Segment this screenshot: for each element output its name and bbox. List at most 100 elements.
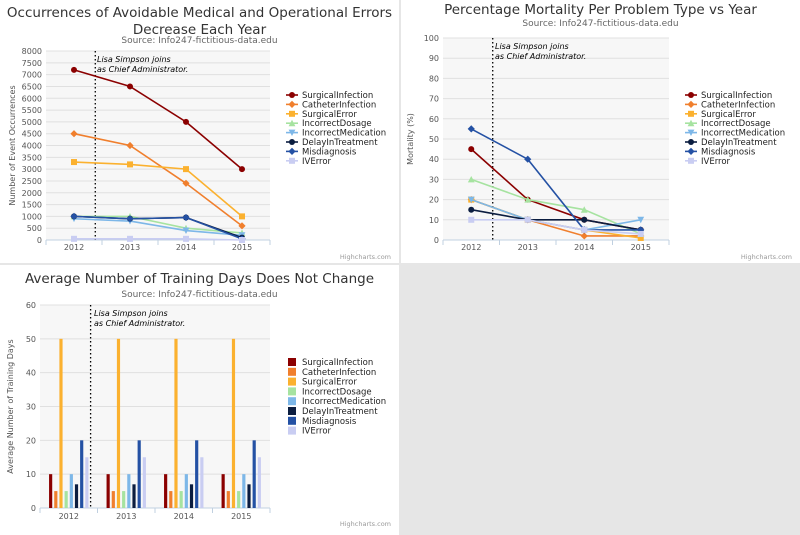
data-point — [183, 166, 189, 173]
bar — [237, 491, 241, 508]
y-tick-label: 3000 — [22, 165, 42, 174]
legend-label: SurgicalInfection — [302, 91, 373, 101]
chart-title: Occurrences of Avoidable Medical and Ope… — [7, 5, 392, 21]
bar — [184, 474, 188, 508]
legend-item: IncorrectDosage — [685, 119, 771, 129]
bar — [59, 338, 63, 508]
data-point — [580, 206, 588, 213]
y-tick-label: 60 — [429, 115, 439, 124]
legend-label: IVError — [302, 157, 332, 167]
legend-item: IVError — [685, 157, 731, 167]
credits-text: Highcharts.com — [741, 253, 792, 261]
data-point — [581, 226, 588, 233]
x-tick-label: 2012 — [59, 512, 79, 521]
legend-label: CatheterInfection — [302, 368, 376, 378]
series-line — [73, 161, 243, 217]
legend-item: IncorrectMedication — [288, 397, 386, 407]
legend-label: SurgicalError — [302, 110, 357, 120]
legend-symbol — [289, 92, 295, 98]
data-point — [126, 141, 134, 150]
series-line — [73, 217, 243, 237]
legend-symbol — [688, 157, 694, 164]
chart-svg: 0 500 1000 1500 2000 2500 3000 3500 4000 4500 5000… — [7, 5, 392, 261]
bar — [252, 440, 256, 508]
legend-symbol — [687, 119, 695, 127]
data-point — [580, 232, 588, 240]
y-tick-label: 3500 — [22, 153, 42, 162]
data-point — [467, 176, 475, 183]
series-line — [470, 178, 642, 235]
data-point — [467, 196, 475, 203]
data-point — [127, 161, 133, 168]
bar — [64, 491, 68, 508]
legend-item: SurgicalInfection — [288, 358, 373, 368]
data-point — [182, 179, 190, 187]
legend-label: IncorrectMedication — [302, 129, 386, 139]
legend-item: SurgicalInfection — [685, 91, 772, 101]
y-tick-label: 30 — [26, 403, 36, 412]
legend-symbol — [687, 147, 695, 155]
legend-label: CatheterInfection — [302, 100, 376, 110]
credits-text: Highcharts.com — [340, 253, 391, 261]
legend-item: SurgicalInfection — [286, 91, 373, 101]
chart-subtitle: Source: Info247-fictitious-data.edu — [121, 290, 277, 300]
data-point — [238, 222, 246, 230]
bar — [80, 440, 84, 508]
x-tick-label: 2013 — [120, 243, 140, 252]
x-tick-label: 2012 — [461, 243, 481, 252]
annotation-text: Lisa Simpson joins — [97, 55, 171, 64]
legend-symbol — [288, 407, 296, 415]
legend-label: CatheterInfection — [701, 100, 775, 110]
chart-title: Percentage Mortality Per Problem Type vs… — [444, 2, 757, 18]
y-tick-label: 10 — [429, 216, 439, 225]
legend-symbol — [289, 157, 295, 164]
y-tick-label: 500 — [27, 224, 42, 233]
legend-symbol — [288, 129, 296, 136]
legend-symbol — [288, 119, 296, 127]
legend-symbol — [288, 100, 296, 108]
x-tick-label: 2014 — [176, 243, 196, 252]
y-tick-label: 0 — [31, 504, 36, 513]
bar — [226, 491, 230, 508]
data-point — [637, 234, 644, 241]
data-point — [127, 83, 133, 90]
legend-label: IncorrectDosage — [302, 119, 372, 129]
legend-symbol — [688, 110, 694, 117]
legend-item: Misdiagnosis — [288, 416, 357, 427]
data-point — [183, 235, 189, 242]
chart-title: Average Number of Training Days Does Not… — [25, 271, 374, 287]
x-tick-label: 2015 — [631, 243, 651, 252]
bar — [174, 338, 178, 508]
legend-label: IncorrectMedication — [701, 129, 785, 139]
series-line — [74, 238, 243, 241]
data-point — [581, 216, 588, 223]
data-point — [127, 235, 133, 242]
series-Misdiagnosis — [80, 440, 256, 508]
data-point — [183, 118, 189, 125]
series-CatheterInfection — [70, 130, 246, 230]
series-SurgicalInfection — [71, 66, 245, 173]
legend-item: SurgicalError — [288, 377, 357, 388]
bar — [231, 338, 236, 508]
chart-subtitle: Source: Info247-fictitious-data.edu — [522, 19, 678, 29]
legend-label: IncorrectDosage — [302, 387, 372, 397]
legend-symbol — [288, 426, 296, 435]
legend-symbol — [688, 92, 694, 98]
bar — [127, 474, 131, 508]
bar — [257, 457, 261, 508]
bar — [74, 484, 79, 508]
legend-symbol — [688, 139, 694, 145]
bar — [195, 440, 199, 508]
y-tick-label: 4500 — [22, 130, 42, 139]
series-IVError — [71, 235, 245, 243]
y-tick-label: 40 — [429, 155, 439, 164]
data-point — [182, 227, 190, 234]
legend-item: IncorrectDosage — [288, 387, 372, 397]
bar — [137, 440, 141, 508]
data-point — [524, 216, 531, 223]
legend-item: DelayInTreatment — [685, 138, 777, 148]
bar — [247, 484, 251, 508]
legend-label: SurgicalError — [302, 378, 357, 388]
bar — [221, 474, 225, 508]
legend-symbol — [687, 100, 695, 108]
